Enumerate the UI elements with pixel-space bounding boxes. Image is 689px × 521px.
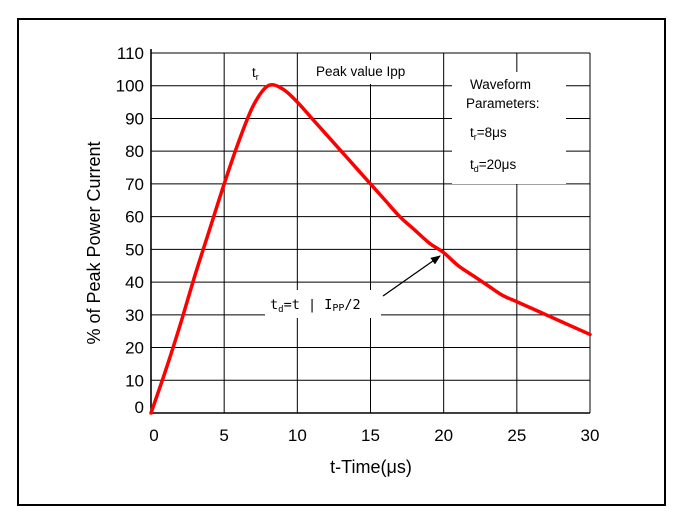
x-tick-label: 10 (288, 426, 307, 445)
data-point (251, 103, 255, 107)
data-point (369, 182, 372, 186)
axes (150, 49, 590, 414)
data-point (471, 274, 475, 278)
data-point (486, 283, 490, 287)
data-point (237, 139, 241, 143)
x-tick-label: 25 (507, 426, 526, 445)
data-point (295, 100, 299, 104)
y-tick-label: 20 (125, 339, 144, 358)
waveform-box-bg (452, 72, 566, 184)
td-arrow (382, 255, 441, 297)
data-point (208, 228, 212, 232)
peak-label-bg (310, 60, 408, 84)
data-point (442, 251, 446, 255)
y-tick-label: 90 (125, 109, 144, 128)
data-point (515, 300, 519, 304)
td-parameter: td=20μs (470, 157, 516, 174)
data-point (559, 319, 563, 323)
x-axis-title: t-Time(μs) (330, 457, 412, 477)
data-point (178, 323, 182, 327)
data-point (456, 264, 460, 268)
td-eq-bg (265, 290, 381, 318)
tr-parameter: tr=8μs (470, 125, 507, 142)
y-tick-label: 110 (117, 44, 144, 63)
data-point (325, 133, 329, 137)
data-point (222, 182, 226, 186)
y-tick-label: 60 (125, 208, 144, 227)
x-tick-label: 15 (361, 426, 380, 445)
data-point (193, 274, 197, 278)
data-point (339, 149, 343, 153)
data-point (544, 313, 548, 317)
waveform-title-line2: Parameters: (466, 96, 540, 111)
waveform-title-line1: Waveform (470, 77, 531, 92)
data-point (398, 215, 402, 219)
x-tick-label: 5 (219, 426, 228, 445)
tr-label-bg (246, 60, 268, 84)
data-point (412, 228, 416, 232)
y-tick-label: 0 (135, 398, 144, 417)
y-axis-title: % of Peak Power Current (84, 141, 104, 344)
tick-labels: 0 5 10 15 20 25 30 0 10 20 30 40 50 60 70 80 90 100 110 (116, 44, 600, 445)
data-point (383, 198, 387, 202)
data-point (427, 241, 431, 245)
x-tick-label: 30 (581, 426, 600, 445)
x-tick-label: 0 (149, 426, 158, 445)
data-point (266, 84, 270, 88)
data-point (588, 332, 592, 336)
y-tick-label: 40 (125, 273, 144, 292)
data-point (310, 116, 314, 120)
y-tick-label: 70 (125, 175, 144, 194)
td-equation: td=t | IPP/2 (270, 297, 361, 315)
data-point (281, 87, 285, 91)
x-tick-label: 20 (434, 426, 453, 445)
y-tick-label: 100 (116, 77, 144, 96)
data-point (500, 293, 504, 297)
data-point (529, 306, 533, 310)
data-point (354, 166, 358, 170)
data-point (573, 326, 577, 330)
y-tick-label: 30 (125, 306, 144, 325)
y-tick-label: 50 (125, 240, 144, 259)
y-tick-label: 10 (125, 371, 144, 390)
series-group (149, 82, 592, 415)
tr-label: tr (252, 65, 259, 82)
data-point (164, 368, 168, 372)
peak-value-label: Peak value Ipp (316, 64, 405, 79)
data-point (149, 411, 153, 415)
y-tick-label: 80 (125, 142, 144, 161)
